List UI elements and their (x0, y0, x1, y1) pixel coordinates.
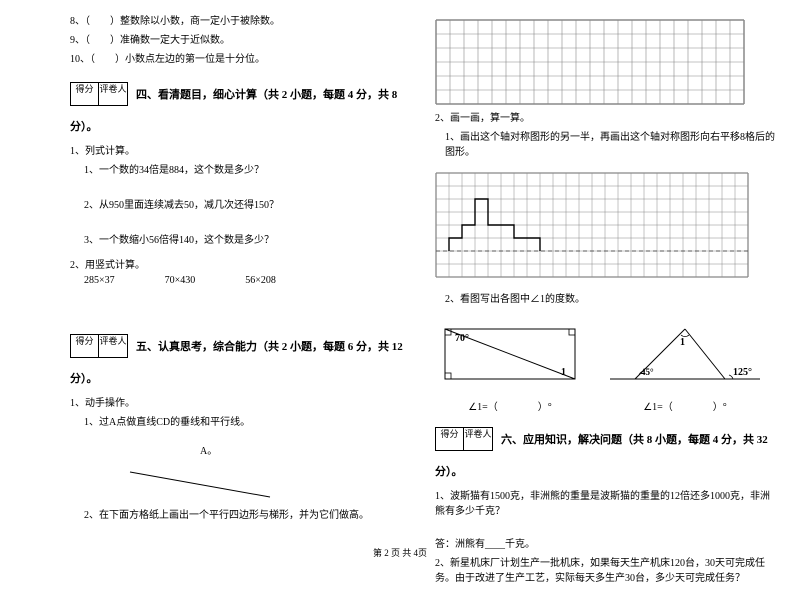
score-box: 得分 评卷人 (70, 82, 128, 106)
s4-2: 2、用竖式计算。 (70, 256, 410, 271)
s2: 2、画一画，算一算。 (435, 109, 775, 124)
perpendicular-diagram: A。 (120, 442, 280, 502)
mid-grid (435, 172, 749, 280)
score-cell: 得分 (436, 428, 464, 450)
calc1: 285×37 (84, 275, 115, 286)
top-grid (435, 19, 745, 105)
angle-ans-1: ∠1=（ ）° (435, 398, 585, 413)
angle-row: 70° 1 ∠1=（ ）° 45° 1 125° ∠1=（ ） (435, 319, 775, 413)
s4-1-2: 2、从950里面连续减去50，减几次还得150？ (84, 196, 410, 211)
s6-1: 1、波斯猫有1500克，非洲熊的重量是波斯猫的重量的12倍还多1000克，非洲熊… (435, 487, 775, 517)
rect-angle-diagram: 70° 1 (435, 319, 585, 389)
section4-head: 得分 评卷人 四、看清题目，细心计算（共 2 小题，每题 4 分，共 8 (70, 76, 410, 110)
s2-1: 1、画出这个轴对称图形的另一半，再画出这个轴对称图形向右平移8格后的图形。 (445, 128, 775, 158)
left-column: 8、（ ）整数除以小数，商一定小于被除数。 9、（ ）准确数一定大于近似数。 1… (70, 15, 410, 588)
angle-ans-2: ∠1=（ ）° (605, 398, 765, 413)
s4-1-1: 1、一个数的34倍是884，这个数是多少？ (84, 161, 410, 176)
line-cd (130, 472, 270, 497)
section5-head: 得分 评卷人 五、认真思考，综合能力（共 2 小题，每题 6 分，共 12 (70, 328, 410, 362)
angle-70: 70° (455, 333, 469, 344)
s4-1-3: 3、一个数缩小56倍得140，这个数是多少？ (84, 231, 410, 246)
score-box: 得分 评卷人 (70, 334, 128, 358)
score-cell: 得分 (71, 83, 99, 105)
page-footer: 第 2 页 共 4页 (0, 546, 800, 559)
point-a-label: A。 (200, 446, 217, 457)
section5-fen: 分）。 (70, 370, 410, 386)
right-column: 2、画一画，算一算。 1、画出这个轴对称图形的另一半，再画出这个轴对称图形向右平… (435, 15, 775, 588)
angle-1b: 1 (680, 337, 685, 348)
section6-fen: 分）。 (435, 463, 775, 479)
section6-head: 得分 评卷人 六、应用知识，解决问题（共 8 小题，每题 4 分，共 32 (435, 421, 775, 455)
angle-1: 1 (561, 367, 566, 378)
calc-row: 285×37 70×430 56×208 (84, 275, 410, 286)
tri-angle-block: 45° 1 125° ∠1=（ ）° (605, 319, 765, 413)
rect-angle-block: 70° 1 ∠1=（ ）° (435, 319, 585, 413)
s4-1: 1、列式计算。 (70, 142, 410, 157)
calc3: 56×208 (245, 275, 276, 286)
s5-1-1: 1、过A点做直线CD的垂线和平行线。 (84, 413, 410, 428)
s2-2: 2、看图写出各图中∠1的度数。 (445, 290, 775, 305)
score-box: 得分 评卷人 (435, 427, 493, 451)
q9: 9、（ ）准确数一定大于近似数。 (70, 34, 410, 48)
section4-fen: 分）。 (70, 118, 410, 134)
section5-title: 五、认真思考，综合能力（共 2 小题，每题 6 分，共 12 (136, 328, 403, 354)
score-cell: 评卷人 (99, 83, 127, 105)
calc2: 70×430 (165, 275, 196, 286)
section6-title: 六、应用知识，解决问题（共 8 小题，每题 4 分，共 32 (501, 421, 768, 447)
q10: 10、（ ）小数点左边的第一位是十分位。 (70, 53, 410, 67)
section4-title: 四、看清题目，细心计算（共 2 小题，每题 4 分，共 8 (136, 76, 397, 102)
score-cell: 评卷人 (99, 335, 127, 357)
angle-45: 45° (641, 367, 654, 377)
score-cell: 评卷人 (464, 428, 492, 450)
score-cell: 得分 (71, 335, 99, 357)
tri-angle-diagram: 45° 1 125° (605, 319, 765, 389)
s5-1: 1、动手操作。 (70, 394, 410, 409)
s5-1-2: 2、在下面方格纸上画出一个平行四边形与梯形，并为它们做高。 (84, 506, 410, 521)
angle-125: 125° (733, 367, 752, 378)
q8: 8、（ ）整数除以小数，商一定小于被除数。 (70, 15, 410, 29)
